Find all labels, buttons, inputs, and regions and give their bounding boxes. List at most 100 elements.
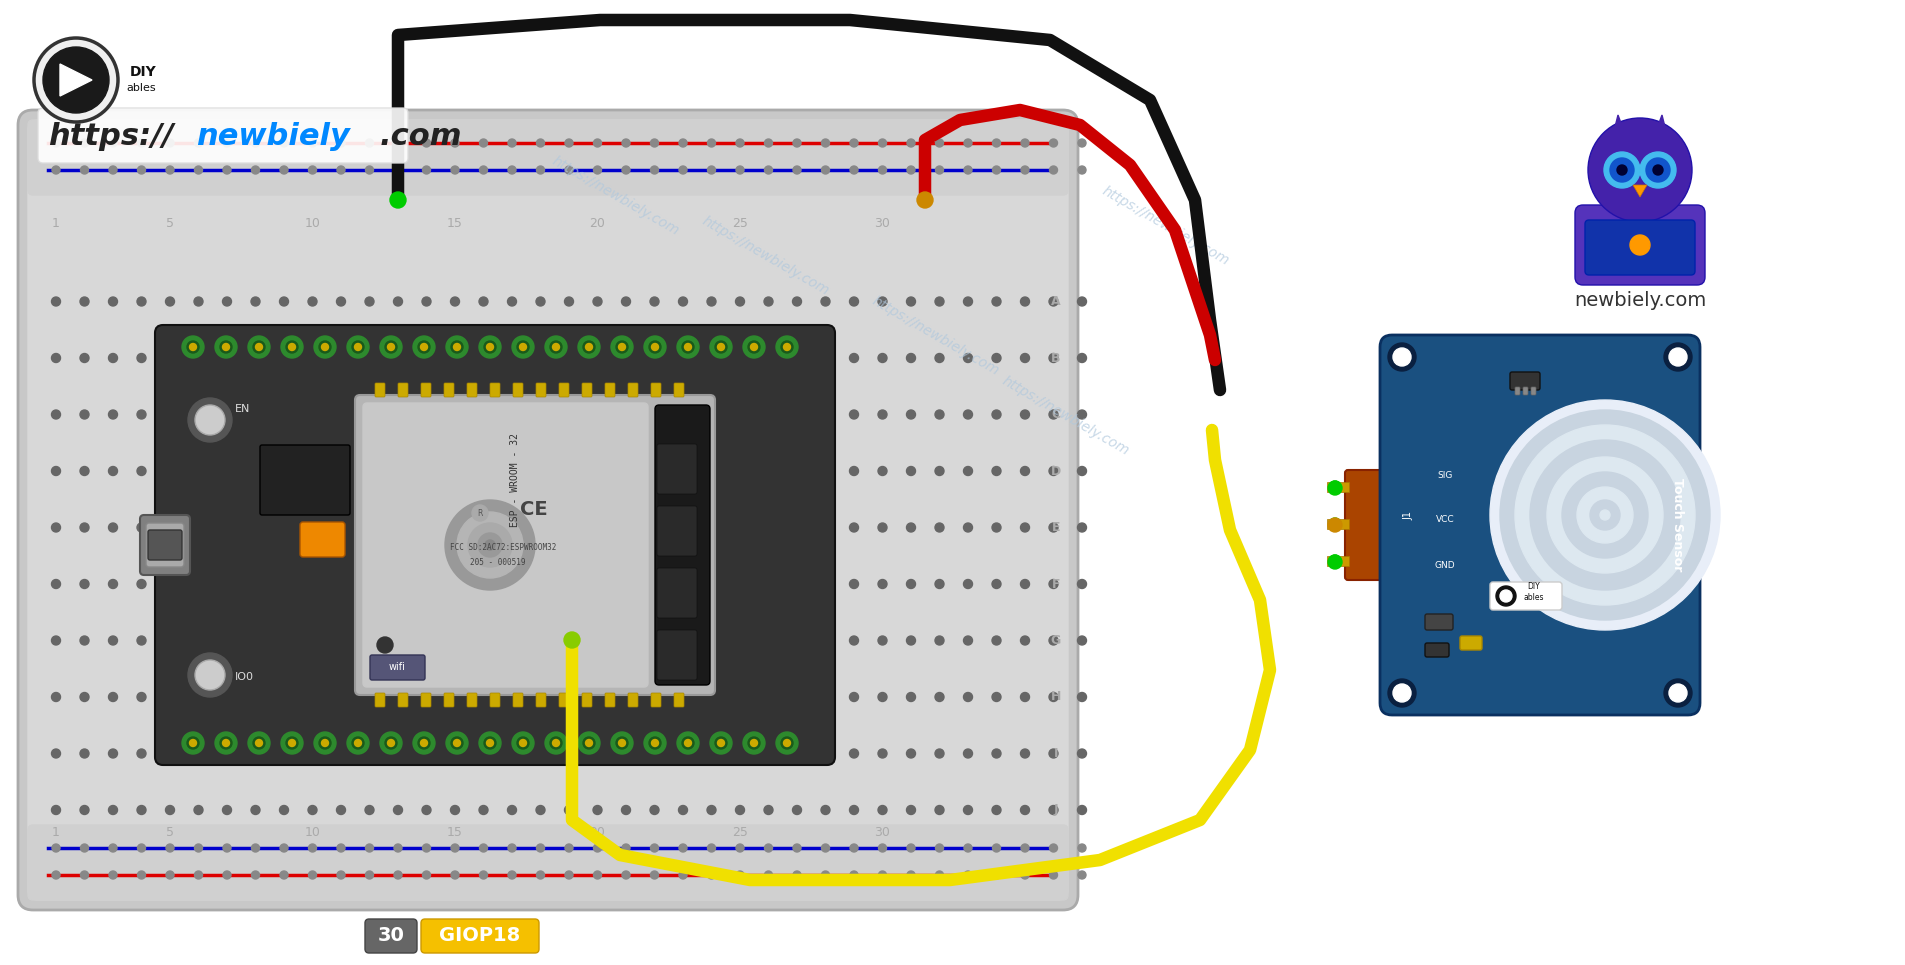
Circle shape	[1663, 343, 1692, 371]
Circle shape	[1021, 139, 1029, 147]
Circle shape	[650, 737, 661, 749]
Circle shape	[821, 523, 829, 532]
Text: DIY: DIY	[130, 65, 156, 79]
Circle shape	[564, 297, 573, 306]
Circle shape	[792, 139, 800, 147]
Circle shape	[280, 353, 288, 363]
Circle shape	[644, 336, 665, 358]
Circle shape	[478, 693, 488, 702]
Circle shape	[1387, 343, 1415, 371]
Circle shape	[964, 466, 972, 476]
Circle shape	[1048, 580, 1057, 589]
Circle shape	[194, 693, 204, 702]
Circle shape	[219, 341, 232, 353]
Circle shape	[878, 806, 886, 814]
Circle shape	[377, 637, 392, 653]
Text: EN: EN	[234, 404, 250, 414]
Circle shape	[935, 353, 943, 363]
Circle shape	[993, 844, 1000, 852]
Circle shape	[223, 166, 231, 174]
FancyBboxPatch shape	[259, 445, 351, 515]
Circle shape	[280, 139, 288, 147]
Text: D: D	[1050, 464, 1061, 478]
Circle shape	[991, 353, 1000, 363]
FancyBboxPatch shape	[149, 530, 181, 560]
FancyBboxPatch shape	[29, 120, 1067, 900]
Circle shape	[507, 297, 516, 306]
Circle shape	[318, 737, 331, 749]
Circle shape	[583, 341, 594, 353]
Circle shape	[735, 693, 745, 702]
Circle shape	[480, 166, 488, 174]
Circle shape	[366, 636, 373, 645]
Circle shape	[109, 410, 118, 419]
Circle shape	[850, 410, 857, 419]
Circle shape	[366, 410, 373, 419]
Circle shape	[1076, 410, 1086, 419]
Circle shape	[564, 139, 573, 147]
Circle shape	[783, 739, 791, 747]
Circle shape	[1328, 555, 1341, 569]
Circle shape	[352, 737, 364, 749]
Circle shape	[309, 580, 316, 589]
Circle shape	[552, 344, 560, 350]
Circle shape	[991, 523, 1000, 532]
Circle shape	[137, 580, 147, 589]
Circle shape	[280, 871, 288, 879]
Circle shape	[280, 732, 303, 754]
Circle shape	[421, 580, 431, 589]
Circle shape	[34, 38, 118, 122]
Circle shape	[280, 336, 303, 358]
Text: DIY
ables: DIY ables	[1522, 582, 1543, 602]
FancyBboxPatch shape	[627, 383, 638, 397]
Text: C: C	[1052, 408, 1059, 421]
Circle shape	[423, 844, 431, 852]
Circle shape	[486, 344, 493, 350]
Circle shape	[907, 844, 914, 852]
Circle shape	[223, 353, 231, 363]
Polygon shape	[1648, 115, 1671, 155]
Circle shape	[621, 844, 631, 852]
Circle shape	[621, 139, 631, 147]
FancyBboxPatch shape	[421, 693, 431, 707]
Circle shape	[764, 693, 773, 702]
Circle shape	[716, 739, 724, 747]
Circle shape	[615, 341, 627, 353]
Circle shape	[251, 297, 259, 306]
Bar	[1326, 556, 1349, 566]
Circle shape	[223, 844, 231, 852]
Circle shape	[621, 466, 631, 476]
Circle shape	[423, 871, 431, 879]
FancyBboxPatch shape	[655, 405, 711, 685]
Circle shape	[166, 166, 173, 174]
Circle shape	[251, 749, 259, 758]
Circle shape	[392, 636, 402, 645]
Circle shape	[1019, 297, 1029, 306]
Circle shape	[512, 336, 533, 358]
Circle shape	[421, 739, 427, 747]
Circle shape	[964, 844, 972, 852]
Circle shape	[964, 410, 972, 419]
Circle shape	[935, 297, 943, 306]
Text: FCC SD:2AC72:ESPWROOM32: FCC SD:2AC72:ESPWROOM32	[450, 543, 556, 552]
Circle shape	[392, 749, 402, 758]
Circle shape	[507, 636, 516, 645]
Circle shape	[535, 297, 545, 306]
Circle shape	[821, 636, 829, 645]
Text: https://: https://	[48, 122, 173, 151]
Circle shape	[850, 297, 857, 306]
Circle shape	[451, 871, 459, 879]
Circle shape	[451, 844, 459, 852]
Circle shape	[1587, 118, 1692, 222]
Circle shape	[764, 297, 773, 306]
FancyBboxPatch shape	[1514, 387, 1518, 395]
Circle shape	[166, 466, 175, 476]
Circle shape	[751, 739, 756, 747]
Circle shape	[535, 806, 545, 814]
Circle shape	[453, 344, 461, 350]
Circle shape	[444, 500, 535, 590]
Circle shape	[1328, 481, 1341, 493]
Circle shape	[280, 806, 288, 814]
Circle shape	[137, 139, 145, 147]
Circle shape	[255, 739, 263, 747]
